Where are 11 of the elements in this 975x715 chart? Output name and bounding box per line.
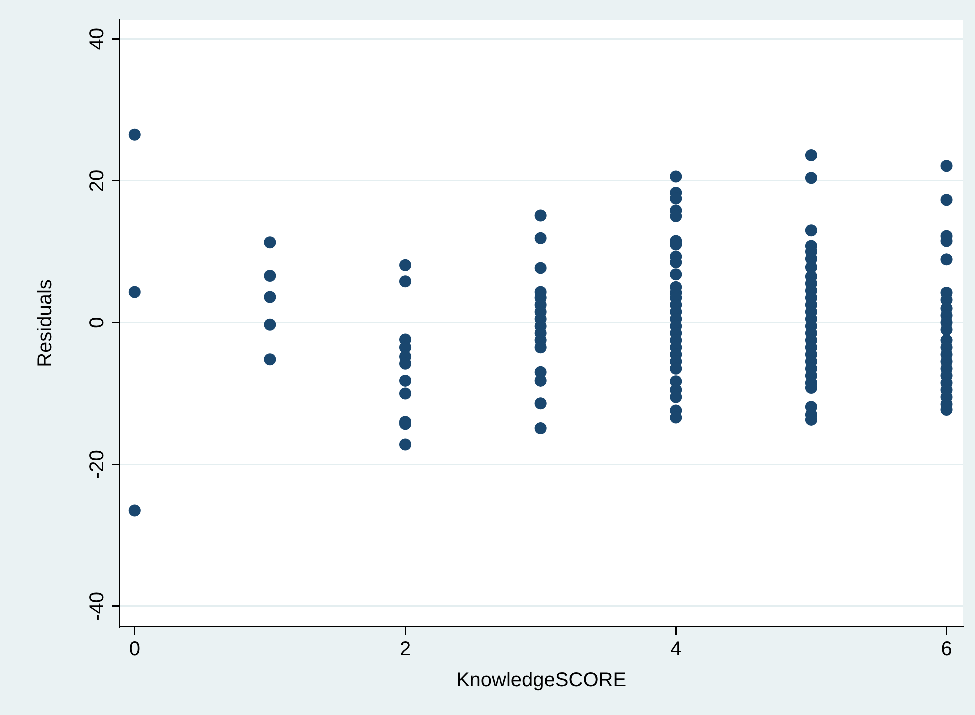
y-axis-title: Residuals <box>34 280 57 368</box>
x-tick-label: 2 <box>400 638 412 661</box>
y-tick-label: -20 <box>86 450 109 480</box>
y-tick-label: 20 <box>86 170 109 192</box>
x-tick-label: 6 <box>941 638 952 661</box>
y-tick-label: -40 <box>86 592 109 621</box>
y-tick-label: 0 <box>86 317 109 328</box>
x-axis-title: KnowledgeSCORE <box>456 670 627 692</box>
x-tick-label: 4 <box>670 638 682 661</box>
y-tick-label: 40 <box>86 28 109 50</box>
x-tick-label: 0 <box>129 638 140 661</box>
